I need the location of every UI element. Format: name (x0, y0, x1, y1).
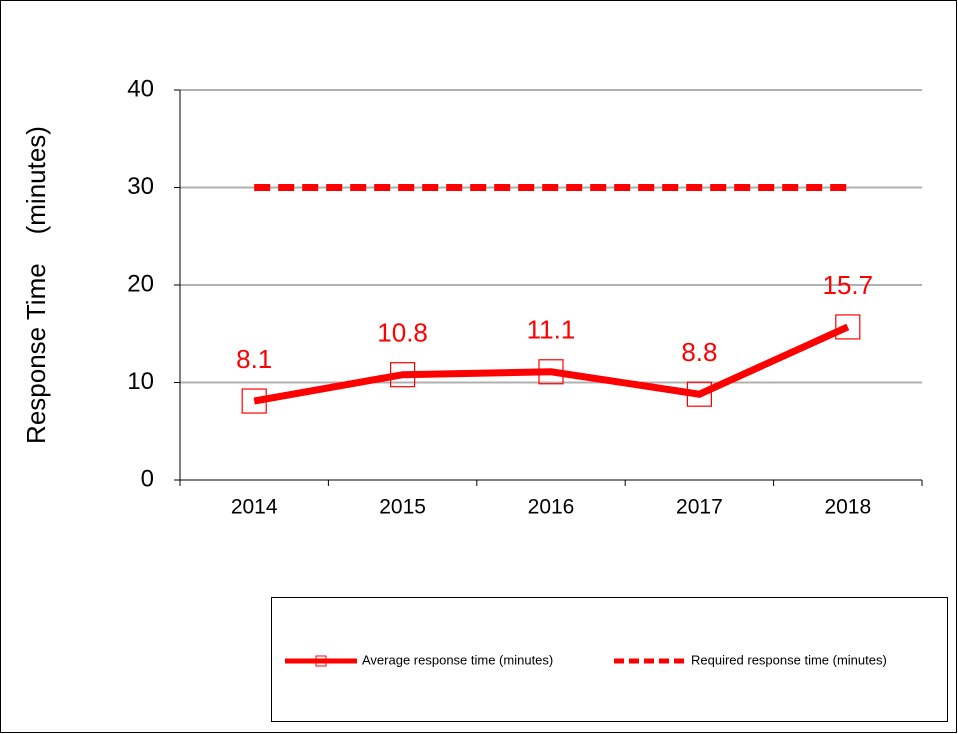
legend-label: Average response time (minutes) (362, 652, 553, 667)
x-tick-label: 2016 (528, 496, 575, 519)
data-marker (538, 359, 564, 385)
data-marker (241, 388, 267, 414)
x-tick-label: 2015 (379, 496, 426, 519)
y-tick-label: 10 (127, 368, 154, 395)
data-label: 8.1 (236, 344, 272, 374)
data-label: 8.8 (681, 337, 717, 367)
y-tick-label: 20 (127, 270, 154, 297)
series-line (253, 323, 850, 405)
x-tick-label: 2017 (676, 496, 723, 519)
data-marker (390, 362, 416, 388)
x-tick-label: 2014 (231, 496, 278, 519)
data-marker (686, 381, 713, 407)
y-axis-label: Response Time (minutes) (21, 126, 51, 444)
data-marker (835, 314, 861, 340)
y-tick-label: 0 (141, 465, 154, 492)
legend-label: Required response time (minutes) (691, 652, 887, 667)
x-tick-label: 2018 (824, 496, 871, 519)
data-label: 15.7 (822, 270, 873, 300)
legend-box (271, 597, 948, 722)
data-label: 10.8 (377, 318, 428, 348)
legend-marker (315, 655, 327, 667)
y-tick-label: 40 (127, 75, 154, 102)
y-tick-label: 30 (127, 173, 154, 200)
data-label: 11.1 (527, 315, 576, 345)
